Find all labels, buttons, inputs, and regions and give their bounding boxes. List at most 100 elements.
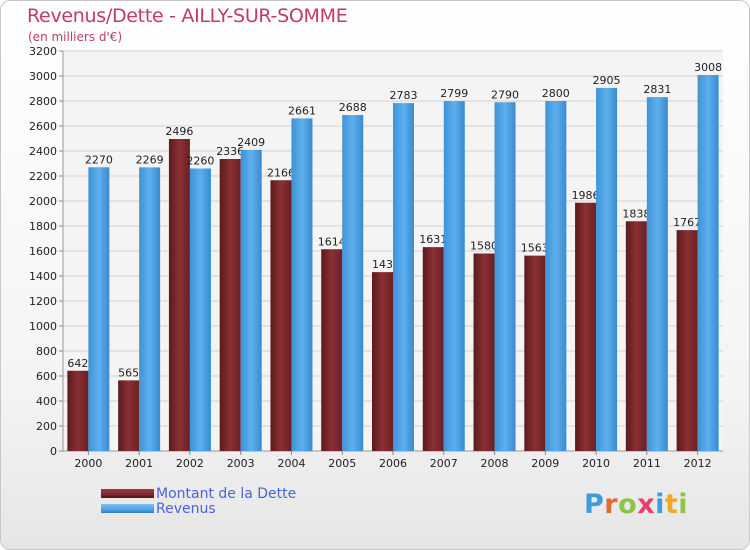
bar-revenus: [697, 75, 719, 451]
y-tick-label: 1600: [29, 245, 57, 258]
y-tick-label: 1000: [29, 320, 57, 333]
data-label-dette: 1563: [521, 242, 549, 255]
data-label-revenus: 2270: [85, 153, 113, 166]
y-tick-label: 800: [36, 345, 57, 358]
logo-letter: o: [618, 489, 638, 520]
bar-dette: [524, 255, 546, 451]
data-label-revenus: 2269: [136, 153, 164, 166]
data-label-dette: 143: [372, 258, 393, 271]
y-tick-label: 2200: [29, 170, 57, 183]
data-label-revenus: 2790: [491, 88, 519, 101]
data-label-dette: 1838: [622, 207, 650, 220]
x-tick-label: 2012: [684, 457, 712, 470]
data-label-dette: 1631: [419, 233, 447, 246]
legend-label-dette: Montant de la Dette: [156, 485, 297, 502]
data-label-dette: 2336: [216, 145, 244, 158]
y-tick-label: 2600: [29, 120, 57, 133]
bar-revenus: [342, 115, 364, 451]
data-label-revenus: 2905: [593, 74, 621, 87]
y-tick-label: 3000: [29, 70, 57, 83]
data-label-revenus: 2783: [390, 89, 418, 102]
data-label-revenus: 2800: [542, 87, 570, 100]
bar-revenus: [88, 167, 110, 451]
bar-dette: [219, 159, 241, 451]
bar-dette: [321, 249, 343, 451]
data-label-dette: 1580: [470, 240, 498, 253]
y-tick-label: 3200: [29, 45, 57, 58]
x-tick-label: 2002: [176, 457, 204, 470]
data-label-dette: 1767: [673, 216, 701, 229]
bar-revenus: [139, 167, 161, 451]
logo-letter: t: [664, 489, 679, 520]
bar-revenus: [545, 101, 567, 451]
y-tick-label: 1400: [29, 270, 57, 283]
x-tick-label: 2006: [379, 457, 407, 470]
y-tick-label: 400: [36, 395, 57, 408]
y-tick-label: 1200: [29, 295, 57, 308]
data-label-revenus: 2260: [186, 155, 214, 168]
logo-letter: x: [637, 489, 656, 520]
logo-letter: P: [584, 489, 605, 520]
bar-dette: [118, 380, 140, 451]
x-tick-label: 2008: [481, 457, 509, 470]
data-label-revenus: 2409: [237, 136, 265, 149]
bar-dette: [422, 247, 444, 451]
bar-dette: [270, 180, 292, 451]
legend-item-dette: Montant de la Dette: [101, 485, 297, 502]
bar-revenus: [596, 87, 618, 451]
logo-letter: r: [604, 489, 619, 520]
logo-letter: i: [678, 489, 689, 520]
bar-dette: [575, 202, 597, 451]
data-label-revenus: 2831: [643, 83, 671, 96]
bar-revenus: [393, 103, 414, 451]
y-tick-label: 200: [36, 420, 57, 433]
data-label-dette: 2166: [267, 166, 295, 179]
bar-revenus: [443, 101, 465, 451]
bar-dette: [372, 272, 393, 451]
x-tick-label: 2011: [633, 457, 661, 470]
y-tick-label: 0: [50, 445, 57, 458]
x-tick-label: 2003: [227, 457, 255, 470]
x-tick-label: 2005: [328, 457, 356, 470]
data-label-revenus: 2799: [440, 87, 468, 100]
y-tick-label: 2400: [29, 145, 57, 158]
proxiti-logo: Proxiti: [584, 489, 688, 520]
y-tick-label: 2000: [29, 195, 57, 208]
bar-revenus: [646, 97, 668, 451]
y-tick-label: 1800: [29, 220, 57, 233]
data-label-dette: 2496: [165, 125, 193, 138]
x-tick-label: 2010: [582, 457, 610, 470]
y-tick-label: 2800: [29, 95, 57, 108]
bar-revenus: [494, 102, 516, 451]
data-label-revenus: 2661: [288, 104, 316, 117]
x-tick-label: 2004: [277, 457, 305, 470]
x-tick-label: 2009: [531, 457, 559, 470]
data-label-dette: 1614: [318, 235, 346, 248]
y-tick-label: 600: [36, 370, 57, 383]
chart-title: Revenus/Dette - AILLY-SUR-SOMME: [27, 5, 348, 27]
logo-letter: i: [655, 489, 665, 520]
data-label-revenus: 2688: [339, 101, 367, 114]
chart-subtitle: (en milliers d'€): [28, 30, 123, 44]
bar-dette: [625, 221, 647, 451]
bar-revenus: [240, 149, 262, 451]
x-tick-label: 2007: [430, 457, 458, 470]
bar-revenus: [189, 168, 211, 451]
legend-swatch-dette: [101, 489, 154, 498]
legend-label-revenus: Revenus: [156, 500, 216, 517]
bar-dette: [67, 370, 89, 451]
data-label-dette: 1986: [572, 189, 600, 202]
x-tick-label: 2001: [125, 457, 153, 470]
data-label-dette: 642: [67, 357, 88, 370]
legend: Montant de la Dette Revenus: [101, 485, 297, 517]
data-label-dette: 565: [118, 366, 139, 379]
legend-item-revenus: Revenus: [101, 500, 296, 517]
legend-swatch-revenus: [101, 504, 154, 513]
bar-revenus: [291, 118, 313, 451]
bar-dette: [473, 253, 495, 451]
x-tick-label: 2000: [74, 457, 102, 470]
bar-dette: [168, 139, 190, 451]
data-label-revenus: 3008: [694, 61, 722, 74]
